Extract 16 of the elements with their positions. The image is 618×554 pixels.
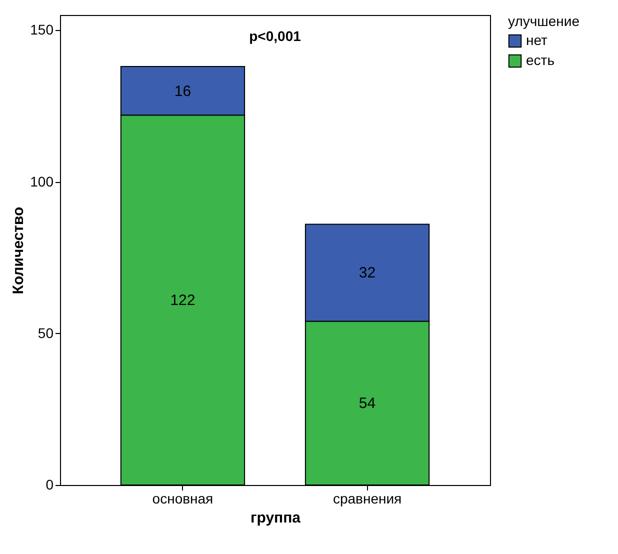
y-tick-label: 50 (38, 324, 54, 341)
x-tick-label: основная (152, 490, 214, 506)
data-label: 54 (358, 395, 376, 412)
y-tick-label: 0 (46, 476, 54, 492)
legend-title: улучшение (508, 13, 580, 29)
data-label: 32 (358, 264, 376, 282)
x-tick-label: сравнения (332, 490, 402, 506)
legend-label: есть (526, 52, 554, 68)
x-axis-title: группа (250, 510, 302, 526)
data-label: 122 (170, 292, 196, 310)
y-axis-title: Количество (10, 206, 28, 294)
legend-label: нет (526, 32, 548, 48)
data-label: 16 (174, 82, 192, 100)
y-tick-label: 150 (30, 22, 54, 38)
annotation: p<0,001 (249, 28, 302, 44)
y-tick-label: 100 (30, 173, 54, 190)
